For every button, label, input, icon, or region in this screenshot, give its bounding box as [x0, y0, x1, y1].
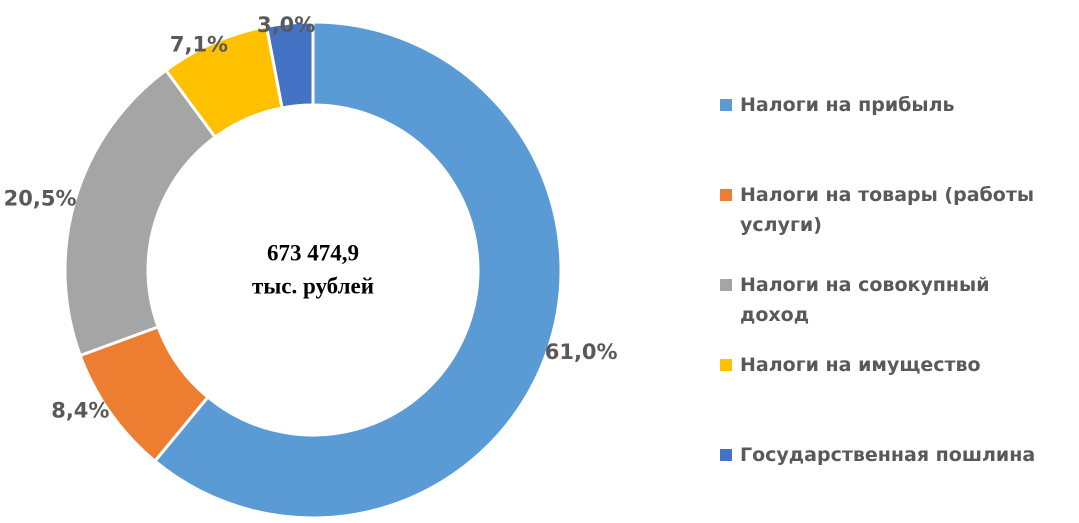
data-label: 20,5% [4, 186, 77, 210]
legend-label: Налоги на прибыль [740, 94, 955, 116]
legend-swatch [720, 99, 732, 111]
data-label: 7,1% [170, 32, 228, 56]
data-label: 8,4% [51, 399, 109, 423]
donut-segment [63, 68, 218, 358]
legend-swatch [720, 279, 732, 291]
legend-label: Государственная пошлина [740, 444, 1036, 466]
legend-label: Налоги на совокупный доход [740, 274, 990, 326]
chart: 673 474,9 тыс. рублей 61,0% 8,4% 20,5% 7,1%… [4, 13, 618, 520]
legend-swatch [720, 449, 732, 461]
center-unit: тыс. рублей [252, 273, 374, 298]
donut-segment [264, 20, 315, 110]
legend-item: Налоги на совокупный доход [720, 270, 1060, 330]
data-label: 3,0% [257, 13, 315, 37]
legend-label: Налоги на имущество [740, 354, 981, 376]
legend-swatch [720, 359, 732, 371]
data-label: 61,0% [545, 340, 618, 364]
legend-swatch [720, 189, 732, 201]
legend-label: Налоги на товары (работы услуги) [740, 184, 1035, 236]
legend-item: Государственная пошлина [720, 440, 1060, 470]
legend-item: Налоги на товары (работы услуги) [720, 180, 1060, 240]
legend: Налоги на прибыль Налоги на товары (работ… [720, 0, 1070, 523]
center-value: 673 474,9 [267, 240, 359, 265]
legend-item: Налоги на прибыль [720, 90, 1060, 120]
donut-segment [152, 20, 563, 520]
legend-item: Налоги на имущество [720, 350, 1060, 380]
